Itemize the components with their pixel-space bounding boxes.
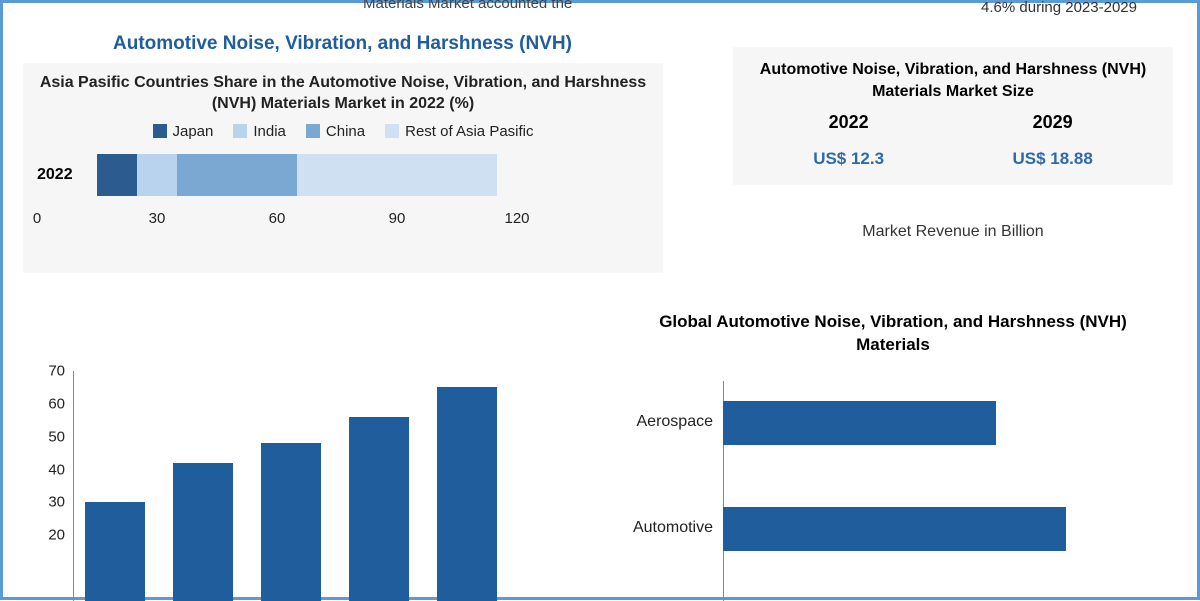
market-size-footer: Market Revenue in Billion	[733, 223, 1173, 241]
x-tick: 90	[389, 210, 406, 227]
global-hbar-title: Global Automotive Noise, Vibration, and …	[633, 311, 1153, 357]
horizontal-bar-chart: Aerospace Automotive	[573, 381, 1183, 601]
legend-label: Japan	[173, 123, 214, 140]
legend-label: India	[253, 123, 286, 140]
y-tick: 30	[48, 494, 65, 511]
legend-swatch	[306, 124, 320, 138]
vertical-bar-plot	[73, 371, 549, 601]
market-size-columns: 2022 US$ 12.3 2029 US$ 18.88	[749, 112, 1157, 169]
legend-item: China	[306, 123, 365, 140]
market-size-column: 2029 US$ 18.88	[1012, 112, 1092, 169]
legend-label: Rest of Asia Pasific	[405, 123, 533, 140]
hbar-bar	[723, 507, 1066, 551]
asia-share-card: Asia Pasific Countries Share in the Auto…	[23, 63, 663, 273]
legend-swatch	[385, 124, 399, 138]
asia-share-bar-wrap: 2022	[37, 154, 649, 200]
x-tick: 120	[504, 210, 529, 227]
market-size-year: 2022	[813, 112, 884, 133]
market-size-column: 2022 US$ 12.3	[813, 112, 884, 169]
stacked-segment	[97, 154, 137, 196]
stacked-segment	[177, 154, 297, 196]
bar	[85, 502, 145, 601]
market-size-value: US$ 18.88	[1012, 149, 1092, 169]
x-tick: 30	[149, 210, 166, 227]
legend-item: Japan	[153, 123, 214, 140]
partial-text-top-center: Materials Market accounted the	[363, 0, 572, 12]
y-tick: 50	[48, 428, 65, 445]
main-title: Automotive Noise, Vibration, and Harshne…	[113, 33, 572, 55]
y-tick: 40	[48, 461, 65, 478]
asia-share-legend: Japan India China Rest of Asia Pasific	[37, 123, 649, 140]
stacked-segment	[137, 154, 177, 196]
y-tick: 60	[48, 395, 65, 412]
legend-item: India	[233, 123, 286, 140]
legend-label: China	[326, 123, 365, 140]
y-tick: 70	[48, 363, 65, 380]
bar	[349, 417, 409, 601]
market-size-card: Automotive Noise, Vibration, and Harshne…	[733, 47, 1173, 185]
asia-share-year-label: 2022	[37, 166, 73, 184]
y-tick: 20	[48, 527, 65, 544]
bar	[437, 387, 497, 601]
bar	[261, 443, 321, 601]
asia-share-x-axis: 0306090120	[37, 210, 649, 240]
legend-item: Rest of Asia Pasific	[385, 123, 533, 140]
legend-swatch	[153, 124, 167, 138]
market-size-title: Automotive Noise, Vibration, and Harshne…	[749, 59, 1157, 102]
hbar-row: Automotive	[573, 507, 1183, 551]
partial-text-top-right: 4.6% during 2023-2029	[981, 0, 1137, 16]
vertical-bar-y-axis: 203040506070	[29, 371, 69, 601]
x-tick: 60	[269, 210, 286, 227]
vertical-bar-chart: 203040506070	[29, 371, 549, 601]
hbar-row: Aerospace	[573, 401, 1183, 445]
asia-share-title: Asia Pasific Countries Share in the Auto…	[37, 73, 649, 115]
bar	[173, 463, 233, 601]
asia-share-stacked-bar	[97, 154, 577, 196]
hbar-bar	[723, 401, 996, 445]
x-tick: 0	[33, 210, 41, 227]
market-size-value: US$ 12.3	[813, 149, 884, 169]
market-size-year: 2029	[1012, 112, 1092, 133]
hbar-label: Automotive	[573, 519, 713, 537]
legend-swatch	[233, 124, 247, 138]
stacked-segment	[297, 154, 497, 196]
hbar-label: Aerospace	[573, 413, 713, 431]
